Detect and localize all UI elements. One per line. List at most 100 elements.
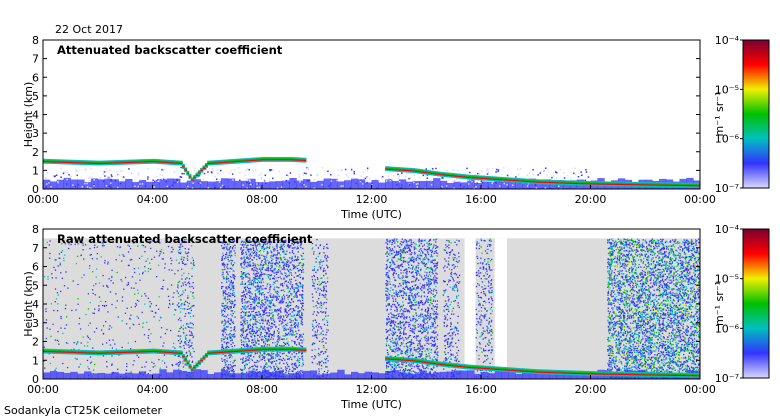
noise-pixel bbox=[268, 179, 270, 181]
y-tick-label: 4 bbox=[32, 298, 39, 311]
noise-pixel bbox=[426, 177, 429, 179]
noise-pixel bbox=[580, 171, 582, 173]
noise-pixel bbox=[46, 171, 48, 174]
noise-pixel bbox=[62, 172, 65, 175]
surface-layer-cell bbox=[576, 373, 585, 379]
noise-pixel bbox=[497, 169, 500, 171]
surface-layer-cell bbox=[392, 180, 400, 189]
noise-pixel bbox=[260, 176, 263, 179]
noise-pixel bbox=[477, 172, 479, 175]
noise-pixel bbox=[221, 184, 224, 187]
noise-pixel bbox=[147, 176, 149, 178]
noise-pixel bbox=[497, 170, 499, 173]
x-tick-label: 08:00 bbox=[246, 193, 278, 206]
surface-layer-cell bbox=[104, 373, 112, 379]
surface-layer-cell bbox=[494, 369, 503, 379]
surface-layer-cell bbox=[193, 179, 201, 189]
surface-layer-cell bbox=[289, 373, 297, 379]
surface-layer-cell bbox=[70, 179, 78, 189]
noise-pixel bbox=[90, 168, 92, 170]
noise-pixel bbox=[534, 184, 537, 186]
noise-pixel bbox=[165, 180, 167, 183]
noise-pixel bbox=[165, 178, 167, 180]
noise-pixel bbox=[250, 185, 252, 187]
noise-pixel bbox=[229, 172, 231, 174]
noise-pixel bbox=[486, 169, 488, 172]
noise-pixel bbox=[128, 168, 130, 170]
surface-layer-cell bbox=[159, 178, 167, 189]
surface-layer-cell bbox=[501, 181, 509, 189]
noise-pixel bbox=[187, 185, 189, 188]
y-tick-label: 3 bbox=[32, 127, 39, 140]
surface-layer-cell bbox=[535, 373, 544, 379]
noise-pixel bbox=[212, 169, 215, 172]
noise-pixel bbox=[316, 173, 319, 176]
noise-pixel bbox=[260, 173, 263, 175]
noise-pixel bbox=[546, 173, 548, 176]
noise-pixel bbox=[459, 180, 462, 183]
surface-layer-cell bbox=[125, 178, 133, 189]
noise-pixel bbox=[298, 173, 300, 176]
instrument-caption: Sodankyla CT25K ceilometer bbox=[4, 404, 163, 417]
surface-layer-cell bbox=[207, 181, 215, 189]
noise-pixel bbox=[301, 184, 304, 186]
noise-pixel bbox=[234, 168, 236, 171]
noise-pixel bbox=[441, 185, 443, 188]
noise-pixel bbox=[218, 181, 221, 183]
y-tick-label: 4 bbox=[32, 109, 39, 122]
surface-layer-cell bbox=[275, 181, 284, 189]
noise-pixel bbox=[45, 186, 47, 189]
noise-pixel bbox=[219, 169, 222, 172]
noise-pixel bbox=[105, 168, 108, 170]
noise-pixel bbox=[176, 178, 178, 181]
noise-pixel bbox=[256, 186, 259, 189]
noise-pixel bbox=[308, 179, 310, 182]
noise-pixel bbox=[435, 167, 437, 170]
noise-pixel bbox=[231, 173, 234, 175]
y-tick-label: 7 bbox=[32, 53, 39, 66]
colorbar bbox=[742, 228, 770, 379]
noise-pixel bbox=[246, 168, 249, 170]
surface-layer-cell bbox=[433, 178, 441, 189]
noise-segment bbox=[240, 238, 305, 379]
noise-pixel bbox=[480, 170, 483, 173]
noise-pixel bbox=[171, 184, 173, 187]
noise-pixel bbox=[585, 171, 588, 173]
noise-pixel bbox=[416, 186, 418, 188]
noise-pixel bbox=[255, 168, 257, 171]
noise-pixel bbox=[155, 175, 158, 178]
surface-layer-cell bbox=[522, 370, 530, 379]
x-tick-label: 12:00 bbox=[356, 193, 388, 206]
noise-pixel bbox=[544, 167, 547, 169]
noise-pixel bbox=[581, 174, 583, 177]
noise-pixel bbox=[366, 176, 369, 179]
noise-pixel bbox=[289, 172, 292, 174]
noise-pixel bbox=[511, 184, 514, 186]
noise-pixel bbox=[408, 177, 410, 180]
surface-layer-cell bbox=[166, 178, 174, 189]
noise-pixel bbox=[258, 186, 261, 189]
noise-pixel bbox=[515, 176, 517, 178]
noise-pixel bbox=[218, 173, 221, 176]
surface-layer-cell bbox=[316, 180, 325, 189]
date-label: 22 Oct 2017 bbox=[55, 23, 123, 36]
surface-layer-cell bbox=[378, 373, 386, 379]
surface-layer-cell bbox=[501, 371, 509, 379]
surface-layer-cell bbox=[371, 372, 379, 379]
noise-pixel bbox=[563, 172, 565, 174]
noise-pixel bbox=[468, 171, 471, 174]
noise-pixel bbox=[137, 185, 139, 188]
colorbar-tick-label: 10⁻⁶ bbox=[715, 322, 740, 335]
noise-pixel bbox=[527, 182, 530, 185]
noise-pixel bbox=[162, 169, 165, 172]
surface-layer-cell bbox=[467, 370, 475, 379]
noise-pixel bbox=[252, 169, 254, 172]
surface-layer-cell bbox=[49, 371, 58, 379]
surface-layer-cell bbox=[549, 182, 557, 189]
noise-pixel bbox=[77, 183, 79, 186]
noise-pixel bbox=[214, 175, 217, 178]
noise-pixel bbox=[280, 186, 283, 189]
noise-pixel bbox=[313, 178, 315, 181]
surface-layer-cell bbox=[330, 178, 338, 189]
noise-pixel bbox=[476, 182, 478, 184]
